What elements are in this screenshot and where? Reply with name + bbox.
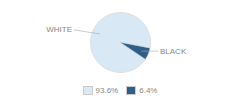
- html-text:93.6%: 93.6%: [95, 86, 119, 95]
- html-text:6.4%: 6.4%: [139, 86, 158, 95]
- svg-text:WHITE: WHITE: [46, 25, 72, 34]
- svg-text:BLACK: BLACK: [160, 47, 187, 56]
